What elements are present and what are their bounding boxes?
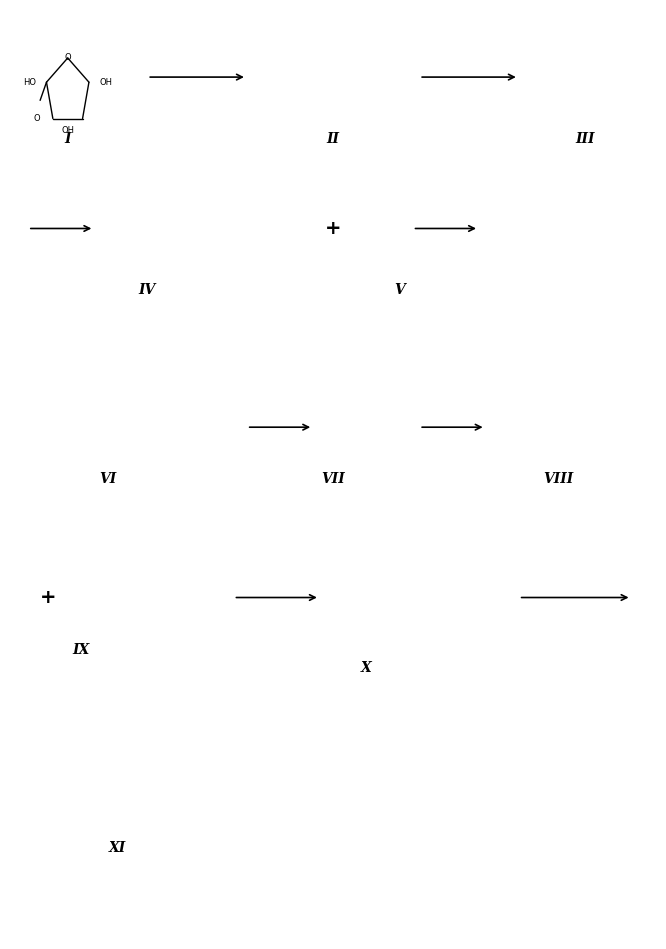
Text: IV: IV xyxy=(139,283,156,297)
Text: I: I xyxy=(65,132,71,145)
Text: HO: HO xyxy=(23,78,36,86)
Text: OH: OH xyxy=(61,126,74,135)
Text: IX: IX xyxy=(73,642,90,657)
Text: O: O xyxy=(33,114,40,123)
Text: V: V xyxy=(394,283,405,297)
Text: III: III xyxy=(575,132,595,145)
Text: +: + xyxy=(39,588,56,607)
Text: X: X xyxy=(361,661,372,676)
Text: II: II xyxy=(326,132,340,145)
Text: OH: OH xyxy=(99,78,113,86)
Text: VIII: VIII xyxy=(543,473,573,486)
Text: VII: VII xyxy=(321,473,345,486)
Text: XI: XI xyxy=(109,841,126,855)
Text: +: + xyxy=(325,219,341,238)
Text: VI: VI xyxy=(99,473,116,486)
Text: O: O xyxy=(65,53,71,63)
